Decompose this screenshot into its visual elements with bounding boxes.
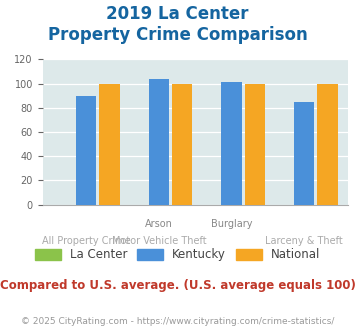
Text: Larceny & Theft: Larceny & Theft <box>266 236 343 246</box>
Text: Burglary: Burglary <box>211 219 252 229</box>
Text: Property Crime Comparison: Property Crime Comparison <box>48 26 307 45</box>
Bar <box>222 82 242 205</box>
Bar <box>317 83 338 205</box>
Text: © 2025 CityRating.com - https://www.cityrating.com/crime-statistics/: © 2025 CityRating.com - https://www.city… <box>21 317 334 326</box>
Bar <box>172 83 192 205</box>
Bar <box>99 83 120 205</box>
Text: 2019 La Center: 2019 La Center <box>106 5 249 23</box>
Bar <box>76 96 97 205</box>
Bar <box>245 83 265 205</box>
Bar <box>149 79 169 205</box>
Text: Compared to U.S. average. (U.S. average equals 100): Compared to U.S. average. (U.S. average … <box>0 279 355 292</box>
Text: Motor Vehicle Theft: Motor Vehicle Theft <box>111 236 206 246</box>
Legend: La Center, Kentucky, National: La Center, Kentucky, National <box>30 244 325 266</box>
Bar <box>294 102 315 205</box>
Text: Arson: Arson <box>145 219 173 229</box>
Text: All Property Crime: All Property Crime <box>42 236 131 246</box>
